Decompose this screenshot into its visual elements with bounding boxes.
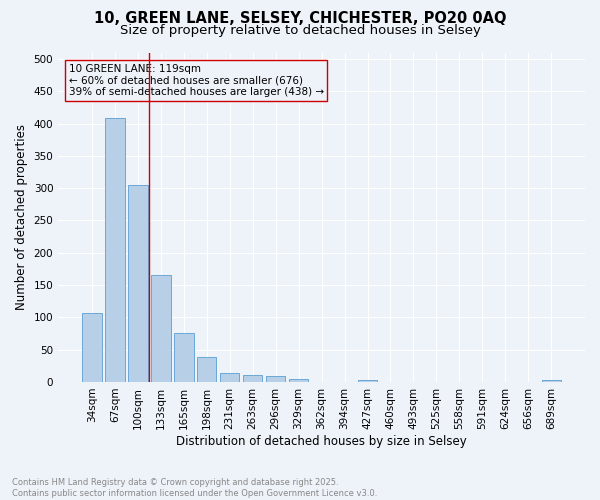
Bar bbox=[174, 333, 194, 382]
Y-axis label: Number of detached properties: Number of detached properties bbox=[15, 124, 28, 310]
Bar bbox=[266, 376, 286, 382]
Bar bbox=[220, 373, 239, 382]
Bar bbox=[197, 358, 217, 382]
Bar bbox=[243, 375, 262, 382]
Bar bbox=[128, 185, 148, 382]
Text: 10, GREEN LANE, SELSEY, CHICHESTER, PO20 0AQ: 10, GREEN LANE, SELSEY, CHICHESTER, PO20… bbox=[94, 11, 506, 26]
Bar bbox=[82, 314, 101, 382]
Bar bbox=[289, 378, 308, 382]
Bar bbox=[358, 380, 377, 382]
Bar bbox=[151, 274, 170, 382]
Bar bbox=[542, 380, 561, 382]
X-axis label: Distribution of detached houses by size in Selsey: Distribution of detached houses by size … bbox=[176, 434, 467, 448]
Text: 10 GREEN LANE: 119sqm
← 60% of detached houses are smaller (676)
39% of semi-det: 10 GREEN LANE: 119sqm ← 60% of detached … bbox=[69, 64, 324, 97]
Text: Size of property relative to detached houses in Selsey: Size of property relative to detached ho… bbox=[119, 24, 481, 37]
Text: Contains HM Land Registry data © Crown copyright and database right 2025.
Contai: Contains HM Land Registry data © Crown c… bbox=[12, 478, 377, 498]
Bar bbox=[105, 118, 125, 382]
